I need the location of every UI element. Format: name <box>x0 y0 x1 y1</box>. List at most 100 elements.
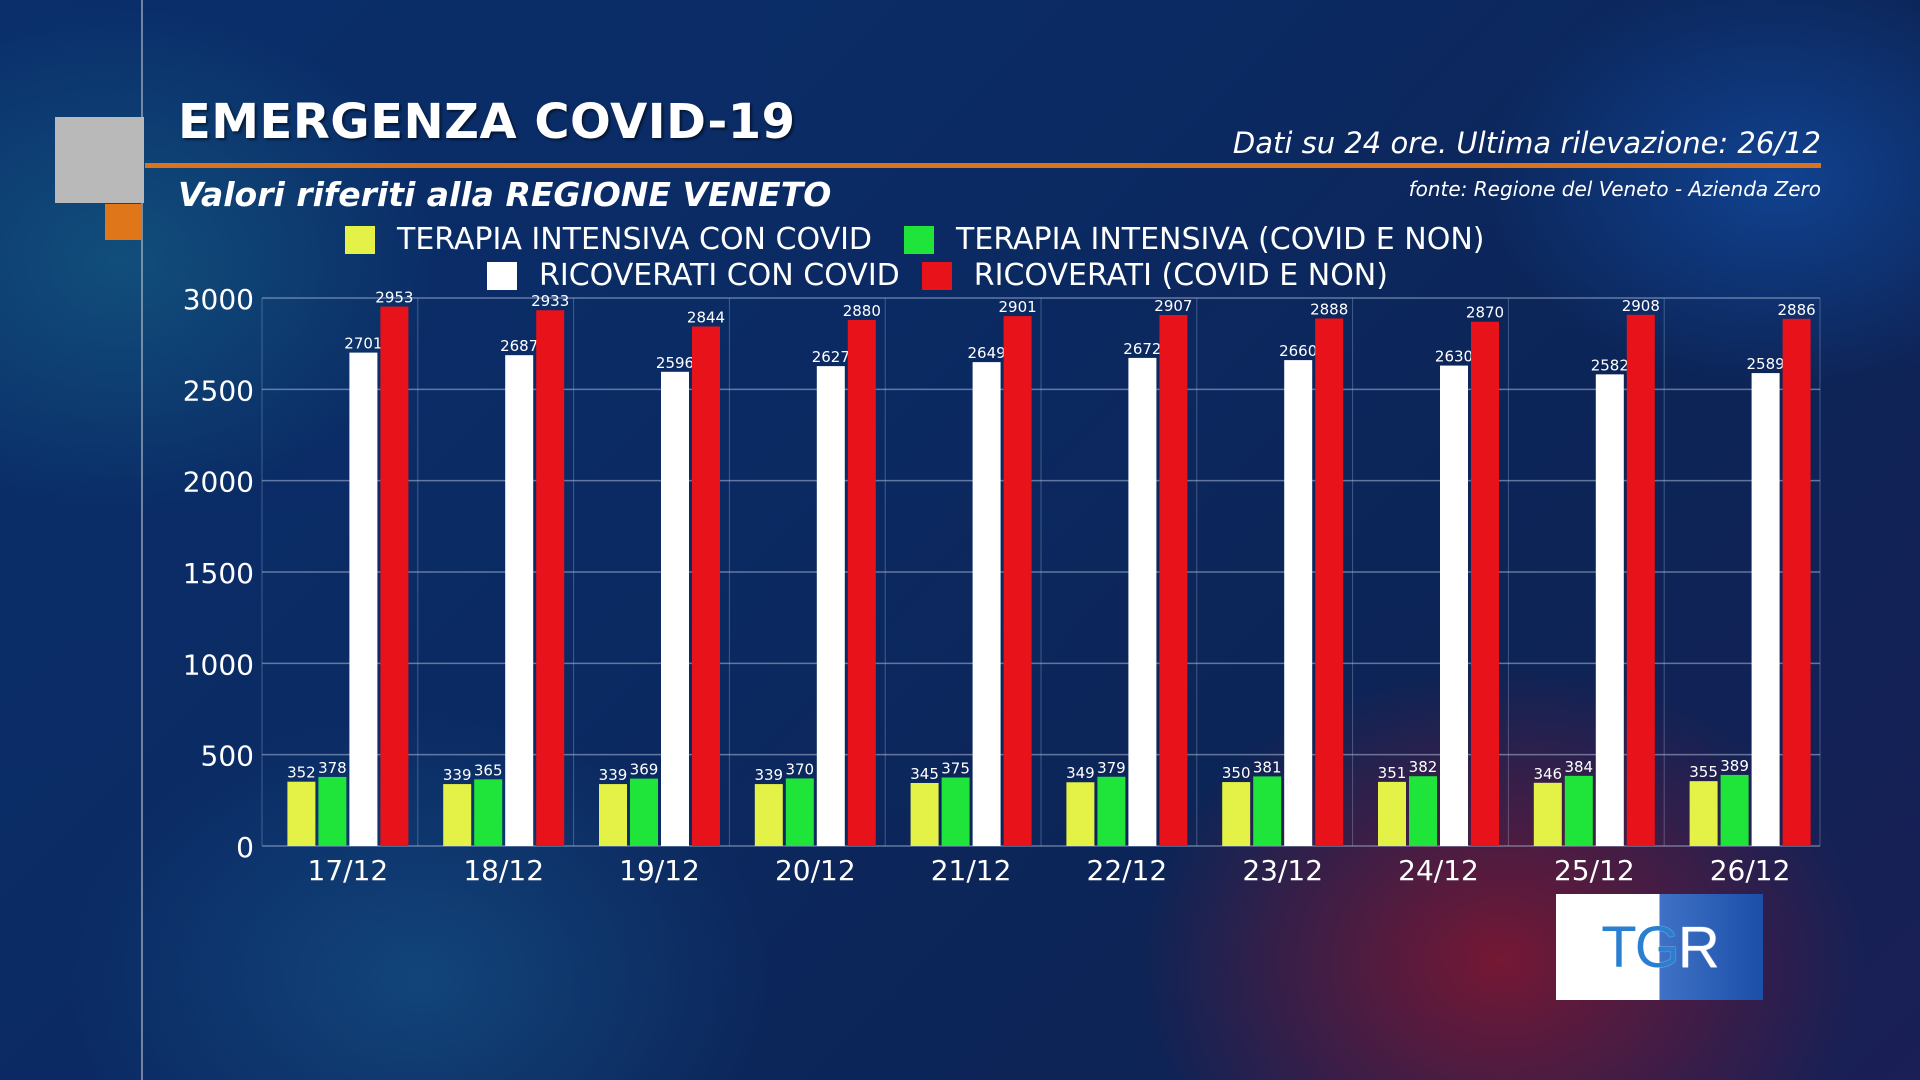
bar-terapia-totale <box>630 778 658 846</box>
legend-swatch-terapia-covid <box>345 225 375 254</box>
legend-label-terapia-covid: TERAPIA INTENSIVA CON COVID <box>397 222 873 257</box>
data-label-terapia-covid: 339 <box>443 766 472 784</box>
legend-item-ricoverati-totale: RICOVERATI (COVID E NON) <box>921 258 1388 293</box>
data-label-terapia-totale: 381 <box>1253 758 1282 776</box>
bar-ricoverati-covid <box>349 352 378 846</box>
data-label-ricoverati-covid: 2660 <box>1279 342 1317 360</box>
data-label-terapia-covid: 339 <box>754 766 783 784</box>
legend-row-2: RICOVERATI CON COVID RICOVERATI (COVID E… <box>487 258 1388 293</box>
data-label-terapia-totale: 389 <box>1720 757 1749 775</box>
vertical-divider <box>141 0 143 1080</box>
x-tick-label: 19/12 <box>619 854 700 887</box>
bar-ricoverati-covid <box>816 366 845 846</box>
legend-item-terapia-covid: TERAPIA INTENSIVA CON COVID <box>345 222 872 257</box>
bar-terapia-covid <box>1689 781 1718 846</box>
bar-terapia-covid <box>443 784 472 846</box>
bar-terapia-covid <box>287 781 316 846</box>
x-tick-label: 25/12 <box>1554 854 1635 887</box>
legend-label-ricoverati-totale: RICOVERATI (COVID E NON) <box>973 258 1388 293</box>
bar-terapia-covid <box>599 784 627 846</box>
tgr-logo: TGR <box>1556 894 1763 1000</box>
bar-ricoverati-totale <box>536 310 565 847</box>
bar-terapia-covid <box>754 784 783 846</box>
bar-ricoverati-covid <box>1595 374 1624 846</box>
y-tick-label: 2500 <box>183 374 254 407</box>
bar-ricoverati-totale <box>1315 318 1344 846</box>
y-tick-label: 1000 <box>183 648 254 681</box>
data-label-ricoverati-totale: 2844 <box>687 308 725 326</box>
data-label-ricoverati-totale: 2870 <box>1466 304 1504 322</box>
bar-terapia-totale <box>1564 775 1593 846</box>
data-label-ricoverati-totale: 2907 <box>1154 297 1192 315</box>
bar-terapia-totale <box>1720 774 1749 846</box>
data-label-terapia-totale: 375 <box>941 760 970 778</box>
x-tick-label: 24/12 <box>1398 854 1479 887</box>
bar-terapia-totale <box>1097 776 1126 846</box>
bar-terapia-totale <box>1253 776 1282 846</box>
legend-swatch-ricoverati-totale <box>921 261 952 290</box>
bar-ricoverati-covid <box>1751 373 1780 846</box>
data-label-ricoverati-totale: 2908 <box>1622 297 1660 315</box>
x-tick-label: 21/12 <box>931 854 1012 887</box>
legend-swatch-terapia-totale <box>904 225 935 254</box>
data-label-ricoverati-totale: 2886 <box>1778 301 1816 319</box>
data-label-terapia-covid: 351 <box>1378 764 1407 782</box>
data-label-ricoverati-totale: 2953 <box>375 289 413 307</box>
data-label-terapia-covid: 350 <box>1222 764 1251 782</box>
bar-terapia-covid <box>1222 782 1251 846</box>
legend-item-ricoverati-covid: RICOVERATI CON COVID <box>487 258 900 293</box>
data-label-ricoverati-totale: 2880 <box>843 302 881 320</box>
bar-ricoverati-totale <box>1626 314 1655 847</box>
tgr-logo-text-right: R <box>1677 914 1720 980</box>
data-label-terapia-covid: 346 <box>1533 765 1562 783</box>
data-label-terapia-totale: 379 <box>1097 759 1126 777</box>
data-label-ricoverati-covid: 2672 <box>1123 340 1161 358</box>
y-tick-label: 3000 <box>183 283 254 316</box>
y-tick-label: 500 <box>201 740 254 773</box>
data-label-ricoverati-covid: 2596 <box>656 354 694 372</box>
data-note: Dati su 24 ore. Ultima rilevazione: 26/1… <box>1232 126 1821 160</box>
x-tick-label: 23/12 <box>1242 854 1323 887</box>
bar-terapia-totale <box>941 777 970 846</box>
bar-ricoverati-covid <box>505 355 534 846</box>
page-subtitle: Valori riferiti alla REGIONE VENETO <box>178 175 832 214</box>
bar-terapia-totale <box>1409 776 1437 846</box>
bar-ricoverati-totale <box>380 306 409 846</box>
bar-ricoverati-totale <box>1782 318 1811 847</box>
x-tick-label: 20/12 <box>775 854 856 887</box>
bar-terapia-totale <box>474 779 503 846</box>
bar-ricoverati-totale <box>1471 321 1499 846</box>
data-label-ricoverati-covid: 2687 <box>500 337 538 355</box>
decorative-grey-square <box>55 117 144 203</box>
data-label-terapia-covid: 352 <box>287 764 316 782</box>
data-label-ricoverati-covid: 2630 <box>1435 348 1473 366</box>
data-label-terapia-totale: 365 <box>474 761 503 779</box>
data-label-ricoverati-covid: 2701 <box>344 335 382 353</box>
data-label-terapia-totale: 370 <box>785 760 814 778</box>
orange-divider <box>145 163 1821 168</box>
data-label-terapia-totale: 382 <box>1409 758 1438 776</box>
bar-ricoverati-covid <box>972 362 1001 846</box>
y-tick-label: 1500 <box>183 557 254 590</box>
data-label-ricoverati-covid: 2589 <box>1747 355 1785 373</box>
legend-row-1: TERAPIA INTENSIVA CON COVID TERAPIA INTE… <box>345 222 1484 257</box>
data-label-ricoverati-totale: 2901 <box>999 298 1037 316</box>
bar-ricoverati-totale <box>847 319 876 846</box>
bar-terapia-covid <box>1533 782 1562 846</box>
bar-ricoverati-covid <box>1440 365 1468 846</box>
page-title: EMERGENZA COVID-19 <box>178 94 796 150</box>
bar-ricoverati-covid <box>1128 357 1157 846</box>
legend-label-ricoverati-covid: RICOVERATI CON COVID <box>539 258 900 293</box>
data-label-terapia-covid: 355 <box>1689 763 1718 781</box>
bar-ricoverati-covid <box>661 371 689 846</box>
data-label-ricoverati-covid: 2627 <box>812 348 850 366</box>
y-tick-label: 0 <box>236 831 254 864</box>
data-label-ricoverati-totale: 2888 <box>1310 300 1348 318</box>
data-label-terapia-totale: 378 <box>318 759 347 777</box>
data-label-terapia-covid: 349 <box>1066 764 1095 782</box>
data-label-terapia-covid: 339 <box>599 766 628 784</box>
source-note: fonte: Regione del Veneto - Azienda Zero <box>1408 177 1821 201</box>
data-label-terapia-covid: 345 <box>910 765 939 783</box>
data-label-terapia-totale: 369 <box>630 761 659 779</box>
decorative-orange-square <box>105 204 141 240</box>
